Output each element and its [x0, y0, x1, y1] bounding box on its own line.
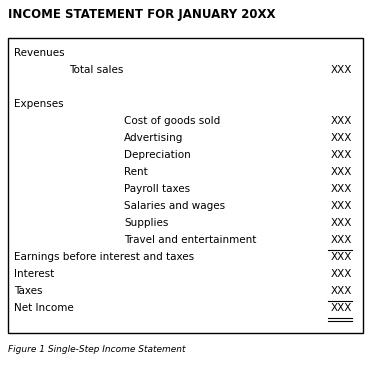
Text: XXX: XXX	[331, 167, 352, 177]
Text: INCOME STATEMENT FOR JANUARY 20XX: INCOME STATEMENT FOR JANUARY 20XX	[8, 8, 276, 21]
Text: Expenses: Expenses	[14, 99, 63, 109]
Text: XXX: XXX	[331, 201, 352, 211]
Bar	[8, 38, 363, 333]
Text: Revenues: Revenues	[14, 48, 65, 58]
Text: XXX: XXX	[331, 235, 352, 245]
Text: XXX: XXX	[331, 150, 352, 160]
Text: Rent: Rent	[124, 167, 148, 177]
Text: Taxes: Taxes	[14, 286, 43, 296]
Text: Total sales: Total sales	[69, 65, 124, 75]
Text: XXX: XXX	[331, 133, 352, 143]
Text: XXX: XXX	[331, 252, 352, 262]
Text: Salaries and wages: Salaries and wages	[124, 201, 225, 211]
Text: XXX: XXX	[331, 303, 352, 313]
Text: XXX: XXX	[331, 218, 352, 228]
Text: Cost of goods sold: Cost of goods sold	[124, 116, 220, 126]
Text: Interest: Interest	[14, 269, 54, 279]
Text: XXX: XXX	[331, 286, 352, 296]
Text: XXX: XXX	[331, 184, 352, 194]
Text: Net Income: Net Income	[14, 303, 74, 313]
Text: XXX: XXX	[331, 65, 352, 75]
Text: Advertising: Advertising	[124, 133, 183, 143]
Text: XXX: XXX	[331, 116, 352, 126]
Text: Figure 1 Single-Step Income Statement: Figure 1 Single-Step Income Statement	[8, 345, 186, 354]
Text: Earnings before interest and taxes: Earnings before interest and taxes	[14, 252, 194, 262]
Text: Supplies: Supplies	[124, 218, 168, 228]
Text: Depreciation: Depreciation	[124, 150, 191, 160]
Text: Payroll taxes: Payroll taxes	[124, 184, 190, 194]
Text: XXX: XXX	[331, 269, 352, 279]
Text: Travel and entertainment: Travel and entertainment	[124, 235, 256, 245]
